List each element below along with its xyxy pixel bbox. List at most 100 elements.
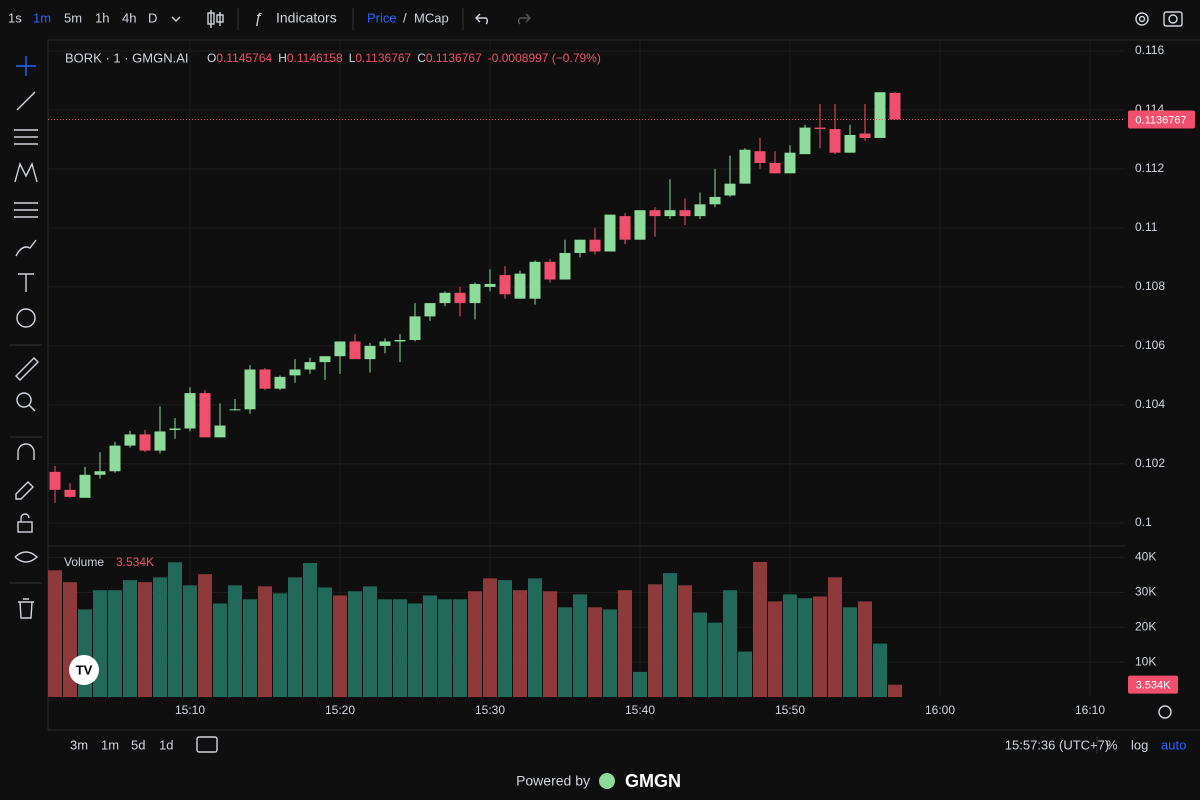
plot-area [48, 40, 1125, 697]
interval-button[interactable]: 4h [122, 10, 136, 25]
candle-body [124, 434, 136, 446]
volume-bar [783, 594, 797, 697]
volume-bar [363, 586, 377, 697]
candle-body [274, 376, 286, 389]
x-tick-label: 16:10 [1075, 703, 1105, 717]
candle-body [454, 292, 466, 304]
candle-body [814, 127, 826, 130]
volume-bar [183, 585, 197, 697]
candle-body [739, 149, 751, 184]
candle-body [394, 339, 406, 342]
volume-bar [468, 591, 482, 697]
indicators-button[interactable]: Indicators [276, 10, 337, 26]
delete-tool[interactable] [18, 598, 34, 619]
screenshot-button[interactable] [1163, 11, 1183, 27]
candle-body [154, 431, 166, 451]
axis-settings[interactable] [1158, 705, 1172, 719]
scale-option[interactable]: log [1131, 737, 1148, 752]
hide-tool[interactable] [14, 551, 39, 563]
date-range-button[interactable] [196, 736, 218, 753]
y-tick-label: 0.1 [1135, 515, 1152, 529]
x-tick-label: 15:10 [175, 703, 205, 717]
candle-body [244, 369, 256, 410]
fx-icon[interactable]: ƒ [254, 10, 262, 27]
settings-button[interactable] [1135, 12, 1149, 26]
tv-logo-mark: TV [76, 662, 93, 677]
clock: 15:57:36 (UTC+7) [1005, 737, 1109, 752]
candle-body [289, 369, 301, 376]
lock-draw-tool[interactable] [15, 481, 34, 500]
volume-legend-value: 3.534K [116, 555, 154, 569]
volume-bar [648, 584, 662, 697]
interval-button[interactable]: 1h [95, 10, 109, 25]
text-tool[interactable] [18, 273, 34, 292]
interval-button[interactable]: 5m [64, 10, 82, 25]
projection-tool[interactable] [14, 202, 38, 218]
volume-bar [528, 578, 542, 697]
scale-option[interactable]: % [1106, 737, 1118, 752]
zoom-tool[interactable] [16, 392, 32, 408]
mcap-toggle[interactable]: MCap [414, 10, 449, 25]
candle-body [184, 393, 196, 429]
emoji-tool[interactable] [16, 308, 36, 328]
range-button[interactable]: 1m [101, 737, 119, 752]
interval-button[interactable]: 1m [33, 10, 51, 25]
range-button[interactable]: 3m [70, 737, 88, 752]
interval-button[interactable]: D [148, 10, 157, 25]
range-button[interactable]: 5d [131, 737, 145, 752]
last-price-label: 0.1136767 [1135, 114, 1186, 126]
y-tick-label: 0.104 [1135, 397, 1165, 411]
candle-body [694, 204, 706, 217]
interval-button[interactable]: 1s [8, 10, 22, 25]
volume-bar [543, 591, 557, 697]
left-toolbar [14, 56, 39, 619]
candle-body [799, 127, 811, 155]
candle-icon[interactable] [207, 10, 224, 28]
ruler-tool[interactable] [15, 357, 39, 381]
candle-body [574, 239, 586, 253]
scale-option[interactable]: auto [1161, 737, 1186, 752]
candle-body [874, 92, 886, 138]
volume-bar [873, 643, 887, 697]
candle-body [49, 471, 61, 490]
volume-bar [753, 561, 767, 697]
volume-title: Volume [64, 555, 104, 569]
redo-button[interactable] [518, 13, 531, 25]
top-toolbar: ƒ Indicators Price / MCap [207, 8, 1183, 30]
crosshair-tool[interactable] [16, 56, 36, 76]
volume-bar [333, 595, 347, 697]
range-button[interactable]: 1d [159, 737, 173, 752]
candle-body [484, 283, 496, 287]
volume-bar [378, 599, 392, 697]
candle-body [769, 163, 781, 174]
undo-button[interactable] [475, 13, 488, 25]
candle-body [109, 445, 121, 472]
candle-body [559, 252, 571, 280]
fib-tool[interactable] [14, 129, 38, 145]
volume-bar [483, 578, 497, 697]
y-tick-label: 0.112 [1135, 161, 1164, 175]
brush-tool[interactable] [15, 239, 37, 257]
interval-dropdown[interactable] [171, 16, 181, 22]
candle-body [499, 275, 511, 295]
volume-bar [258, 586, 272, 697]
pattern-tool[interactable] [14, 162, 38, 183]
volume-bar [813, 596, 827, 697]
line-tool[interactable] [16, 91, 36, 111]
lock-tool[interactable] [17, 521, 33, 533]
candle-body [304, 362, 316, 370]
x-tick-label: 15:40 [625, 703, 655, 717]
y-tick-label: 0.106 [1135, 338, 1165, 352]
toggle-slash: / [403, 10, 407, 25]
candle-body [79, 474, 91, 498]
ohlc-legend: O0.1145764 H0.1146158 L0.1136767 C0.1136767… [207, 51, 601, 65]
volume-bar [108, 590, 122, 697]
candle-body [709, 196, 721, 205]
x-tick-label: 16:00 [925, 703, 955, 717]
candle-body [349, 341, 361, 360]
volume-bar [798, 598, 812, 697]
price-toggle[interactable]: Price [367, 10, 397, 25]
volume-bar [453, 599, 467, 697]
candle-body [424, 303, 436, 317]
magnet-tool[interactable] [17, 443, 35, 460]
